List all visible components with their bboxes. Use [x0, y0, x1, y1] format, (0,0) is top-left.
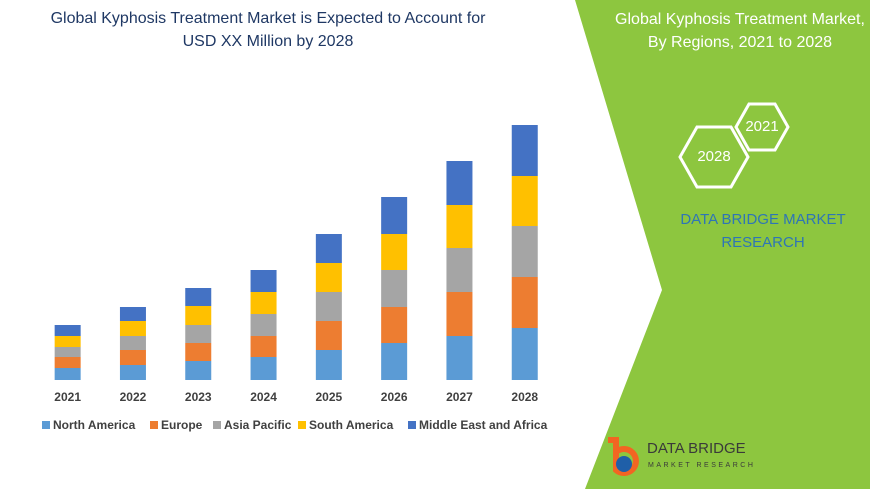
bar-segment	[185, 361, 212, 380]
legend-label: South America	[309, 418, 394, 432]
logo-mark	[608, 437, 639, 476]
bar-segment	[446, 205, 473, 248]
x-tick-label: 2025	[315, 390, 342, 404]
logo-tagline: MARKET RESEARCH	[648, 462, 755, 469]
bar-segment	[381, 343, 408, 380]
x-tick-label: 2023	[185, 390, 212, 404]
bar-segment	[54, 336, 81, 347]
legend-swatch	[298, 421, 306, 429]
bar-segment	[119, 307, 146, 321]
bar-segment	[250, 270, 277, 292]
legend-swatch	[408, 421, 416, 429]
bar-segment	[511, 277, 538, 328]
x-tick-label: 2028	[511, 390, 538, 404]
hexagon-label: 2028	[697, 148, 730, 165]
x-tick-label: 2021	[54, 390, 81, 404]
hexagon	[678, 125, 750, 189]
x-tick-label: 2027	[446, 390, 473, 404]
legend-swatch	[213, 421, 221, 429]
hexagon	[734, 102, 790, 152]
bar-segment	[446, 336, 473, 380]
logo-name: DATA BRIDGE	[647, 440, 746, 457]
bar-segment	[381, 270, 408, 307]
bar-segment	[54, 368, 81, 380]
bar-segment	[250, 357, 277, 380]
hexagon-label: 2021	[745, 118, 778, 135]
bar-segment	[381, 234, 408, 270]
legend-label: North America	[53, 418, 136, 432]
bar-segment	[511, 226, 538, 277]
x-tick-label: 2026	[381, 390, 408, 404]
bar-segment	[511, 125, 538, 176]
brand-text: RESEARCH	[721, 234, 804, 251]
brand-text: DATA BRIDGE MARKET	[680, 211, 845, 228]
bar-segment	[185, 288, 212, 306]
bar-segment	[119, 365, 146, 380]
bar-segment	[119, 350, 146, 365]
side-panel	[575, 0, 870, 489]
bar-segment	[185, 306, 212, 325]
chart-title: USD XX Million by 2028	[183, 33, 354, 50]
bar-segment	[315, 234, 342, 263]
bar-segment	[381, 197, 408, 234]
bar-segment	[54, 357, 81, 368]
bar-segment	[315, 263, 342, 292]
bar-segment	[381, 307, 408, 343]
bar-segment	[250, 336, 277, 357]
x-tick-label: 2024	[250, 390, 277, 404]
x-tick-label: 2022	[120, 390, 147, 404]
chart-title: Global Kyphosis Treatment Market is Expe…	[51, 10, 487, 27]
bar-segment	[54, 347, 81, 357]
bar-segment	[315, 292, 342, 321]
bar-segment	[511, 176, 538, 226]
bar-segment	[119, 336, 146, 350]
bar-segment	[446, 292, 473, 336]
bar-segment	[315, 321, 342, 350]
bar-segment	[185, 325, 212, 343]
logo: DATA BRIDGE MARKET RESEARCH	[608, 437, 755, 476]
bar-segment	[185, 343, 212, 361]
panel-title: Global Kyphosis Treatment Market,	[615, 11, 865, 28]
legend-label: Europe	[161, 418, 203, 432]
bar-segment	[446, 161, 473, 205]
legend-swatch	[42, 421, 50, 429]
logo-mark	[616, 456, 632, 472]
bar-segment	[250, 314, 277, 336]
panel-title: By Regions, 2021 to 2028	[648, 34, 832, 51]
bar-segment	[54, 325, 81, 336]
legend-swatch	[150, 421, 158, 429]
bar-segment	[315, 350, 342, 380]
legend-label: Asia Pacific	[224, 418, 292, 432]
bar-segment	[446, 248, 473, 292]
legend-label: Middle East and Africa	[419, 418, 548, 432]
bar-segment	[250, 292, 277, 314]
bar-segment	[119, 321, 146, 336]
bar-segment	[511, 328, 538, 380]
